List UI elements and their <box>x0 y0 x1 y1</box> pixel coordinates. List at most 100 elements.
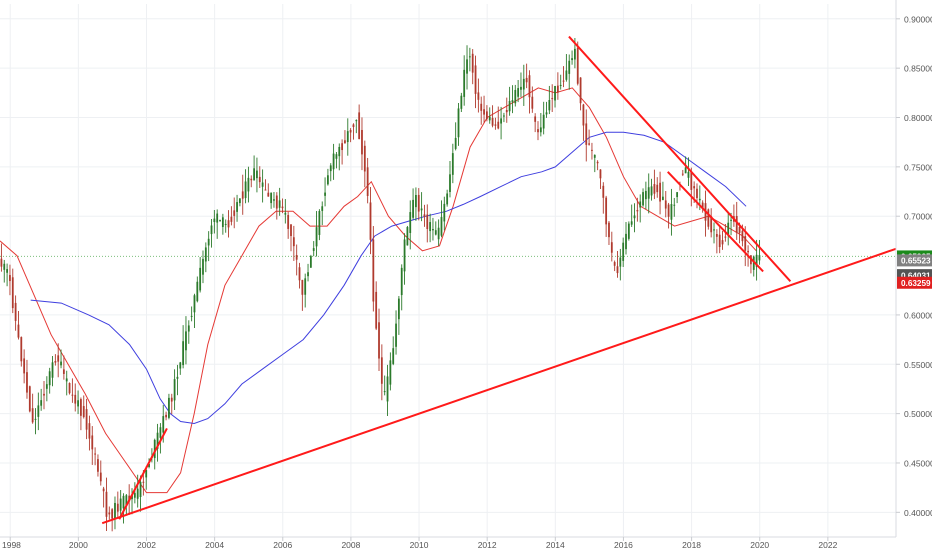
candle-body <box>349 129 352 133</box>
candle-body <box>503 115 505 117</box>
candle-body <box>204 247 207 262</box>
candle-body <box>639 201 642 208</box>
candle-body <box>355 120 358 122</box>
candle-body <box>3 263 6 270</box>
candle-body <box>9 275 11 282</box>
candle-body <box>642 192 644 206</box>
x-tick-label: 2008 <box>341 540 360 550</box>
candle-body <box>227 220 230 228</box>
candle-body <box>307 272 309 277</box>
candle-body <box>630 221 633 225</box>
candle-body <box>429 222 432 232</box>
candle-body <box>443 203 446 222</box>
candle-body <box>202 258 204 275</box>
candle-body <box>125 495 128 506</box>
candle-body <box>636 209 639 212</box>
candle-body <box>522 78 525 90</box>
candle-body <box>219 219 221 221</box>
candle-body <box>102 488 105 492</box>
candle-body <box>517 88 520 97</box>
candle-body <box>361 129 363 155</box>
price-tag-label: 0.65523 <box>901 257 931 266</box>
candle-body <box>602 185 605 198</box>
candle-body <box>576 47 579 84</box>
candle-body <box>681 173 684 175</box>
candle-body <box>281 206 284 209</box>
candle-body <box>71 394 74 396</box>
candle-body <box>193 295 196 313</box>
candle-body <box>176 376 179 379</box>
candle-body <box>284 212 287 215</box>
candle-body <box>718 234 721 248</box>
candle-body <box>261 182 264 187</box>
trendline-4 <box>118 427 168 520</box>
candle-body <box>582 104 585 126</box>
candle-body <box>224 223 227 225</box>
candle-body <box>105 491 108 517</box>
candle-body <box>508 101 511 112</box>
candle-body <box>68 383 71 394</box>
candle-body <box>111 509 114 519</box>
y-tick-label: 0.60000 <box>904 310 932 320</box>
candle-body <box>250 178 253 181</box>
candle-body <box>619 257 622 267</box>
trendline-3 <box>667 171 764 273</box>
candle-body <box>468 56 471 58</box>
candle-body <box>698 198 701 201</box>
candle-body <box>505 109 508 113</box>
candle-body <box>80 399 82 416</box>
candle-body <box>170 397 173 402</box>
candle-body <box>537 129 539 133</box>
y-tick-label: 0.50000 <box>904 409 932 419</box>
moving-average-layer <box>0 87 757 494</box>
candle-body <box>256 170 258 179</box>
price-tag-label: 0.64031 <box>901 271 931 280</box>
candle-body <box>51 362 54 378</box>
x-tick-label: 2016 <box>614 540 633 550</box>
candle-body <box>579 77 582 104</box>
candlestick-layer <box>0 38 761 532</box>
candle-body <box>6 269 8 273</box>
candle-body <box>690 172 693 190</box>
candle-body <box>270 192 273 204</box>
candle-body <box>241 191 244 199</box>
candle-body <box>139 481 142 497</box>
candle-body <box>480 103 483 111</box>
candle-body <box>267 192 270 197</box>
candle-body <box>744 236 747 251</box>
price-tag-box <box>897 254 932 267</box>
y-axis-labels: 0.90000 0.85000 0.80000 0.75000 0.70000 0.600… <box>896 14 932 518</box>
candle-body <box>168 397 170 418</box>
candle-body <box>383 391 386 393</box>
candle-body <box>406 227 409 246</box>
candle-body <box>244 181 247 199</box>
candle-body <box>488 116 491 121</box>
candle-body <box>142 481 145 483</box>
candle-body <box>466 59 468 74</box>
candle-body <box>528 75 531 98</box>
candle-body <box>673 204 676 206</box>
candle-body <box>26 372 28 393</box>
price-tag-box <box>897 276 932 289</box>
candle-body <box>483 109 485 115</box>
candle-body <box>676 192 679 198</box>
candle-body <box>397 298 400 320</box>
y-tick-label: 0.40000 <box>904 508 932 518</box>
candle-body <box>403 239 406 272</box>
candle-body <box>463 69 466 97</box>
trendline-layer <box>101 35 897 525</box>
candle-body <box>446 193 449 205</box>
candle-body <box>531 96 534 109</box>
candle-body <box>40 400 43 406</box>
candle-body <box>119 498 122 511</box>
price-tag-4: 0.63259 <box>897 276 932 289</box>
y-tick-label: 0.90000 <box>904 14 932 24</box>
candle-body <box>85 409 88 430</box>
candle-body <box>199 267 202 291</box>
candle-body <box>409 212 412 233</box>
candle-body <box>710 216 713 233</box>
candle-body <box>735 216 738 233</box>
candle-body <box>752 256 755 270</box>
